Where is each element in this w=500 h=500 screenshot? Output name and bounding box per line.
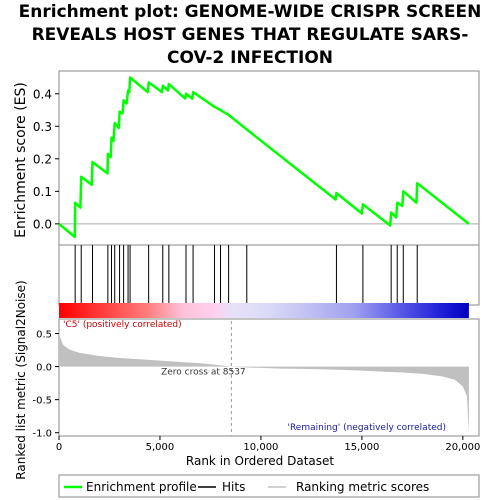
zero-cross-label: Zero cross at 8537 (161, 368, 246, 378)
es-y-axis-label: Enrichment score (ES) (13, 82, 29, 238)
metric-y-tick-label: 0.5 (36, 330, 52, 341)
metric-y-axis-label: Ranked list metric (Signal2Noise) (14, 280, 28, 479)
es-y-tick-label: 0.1 (33, 185, 52, 199)
es-y-tick-label: 0.0 (33, 217, 52, 231)
metric-y-tick-label: 0.0 (36, 363, 52, 374)
metric-y-tick-label: -1.0 (32, 429, 52, 440)
x-axis-label: Rank in Ordered Dataset (186, 454, 334, 468)
es-y-tick-label: 0.2 (33, 152, 52, 166)
es-y-axis: 0.0 0.1 0.2 0.3 0.4 (33, 87, 59, 231)
legend-label-hits: Hits (222, 480, 245, 494)
legend-box (58, 474, 480, 498)
chart-title-line-3: COV-2 INFECTION (167, 48, 333, 68)
chart-title-line-1: Enrichment plot: GENOME-WIDE CRISPR SCRE… (19, 2, 482, 22)
x-tick-label: 0 (56, 442, 62, 453)
x-tick-label: 10,000 (243, 442, 278, 453)
hits-markers (74, 245, 418, 303)
x-tick-label: 5,000 (146, 442, 175, 453)
negative-label: 'Remaining' (negatively correlated) (287, 423, 446, 433)
enrichment-profile-line (59, 76, 470, 239)
metric-panel-frame (58, 318, 480, 437)
legend-label-enrichment: Enrichment profile (86, 480, 197, 494)
x-axis: 0 5,000 10,000 15,000 20,000 (56, 436, 480, 453)
hits-panel-frame (58, 244, 480, 306)
ranking-color-bar (59, 303, 469, 318)
es-y-tick-label: 0.3 (33, 120, 52, 134)
legend-label-ranking: Ranking metric scores (296, 480, 429, 494)
positive-label: 'C5' (positively correlated) (63, 320, 182, 330)
metric-y-tick-label: -0.5 (32, 396, 52, 407)
es-panel-frame (58, 70, 480, 246)
ranking-metric-area (59, 330, 469, 433)
es-y-tick-label: 0.4 (33, 87, 52, 101)
x-tick-label: 20,000 (445, 442, 480, 453)
chart-title-line-2: REVEALS HOST GENES THAT REGULATE SARS- (32, 25, 469, 45)
x-tick-label: 15,000 (344, 442, 379, 453)
metric-y-axis: -1.0 -0.5 0.0 0.5 (32, 330, 59, 440)
